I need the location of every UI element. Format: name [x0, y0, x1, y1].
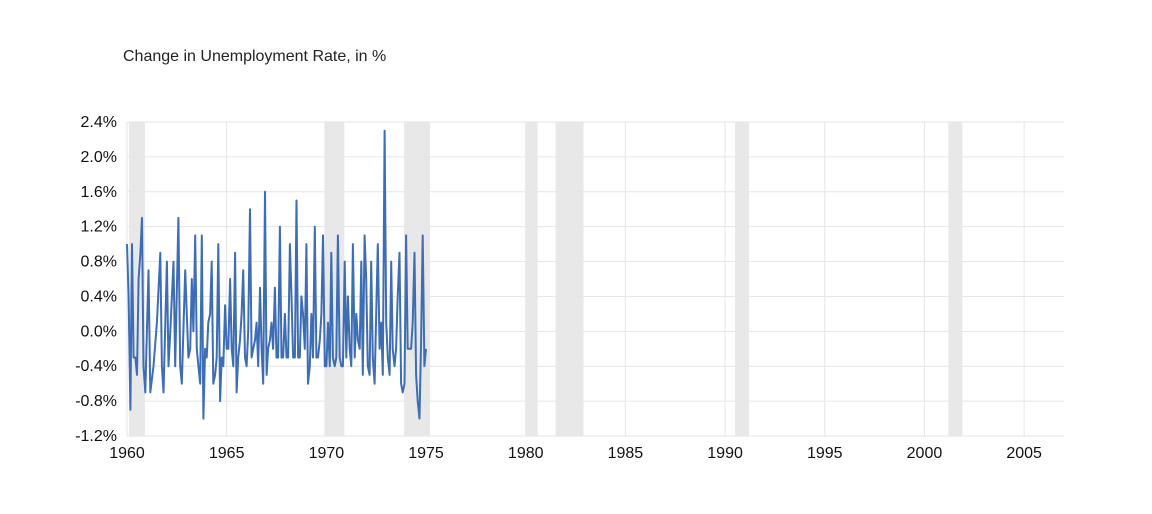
- x-tick-label: 1960: [109, 445, 145, 462]
- y-tick-label: -1.2%: [75, 428, 117, 445]
- y-tick-label: 0.8%: [81, 254, 117, 271]
- recession-band: [525, 122, 538, 436]
- y-axis: -1.2% -0.8% -0.4% 0.0% 0.4% 0.8% 1.2% 1.6% 2.0% 2…: [75, 114, 117, 445]
- x-tick-label: 2000: [907, 445, 943, 462]
- y-tick-label: 0.0%: [81, 323, 117, 340]
- recession-band: [324, 122, 345, 436]
- x-tick-label: 1990: [707, 445, 743, 462]
- y-tick-label: 2.0%: [81, 149, 117, 166]
- y-tick-label: 1.6%: [81, 184, 117, 201]
- y-tick-label: -0.8%: [75, 393, 117, 410]
- y-tick-label: 2.4%: [81, 114, 117, 131]
- series-line: [126, 129, 427, 420]
- y-tick-label: -0.4%: [75, 358, 117, 375]
- gridlines: [126, 121, 1064, 437]
- recession-band: [555, 122, 584, 436]
- chart-title: Change in Unemployment Rate, in %: [123, 48, 387, 65]
- y-tick-label: 0.4%: [81, 288, 117, 305]
- x-tick-label: 1985: [608, 445, 644, 462]
- recession-bands: [128, 122, 963, 436]
- x-axis: 1960 1965 1970 1975 1980 1985 1990 1995 2000 2005: [109, 445, 1042, 462]
- series-lines: [126, 129, 427, 420]
- recession-band: [735, 122, 750, 436]
- x-tick-label: 1980: [508, 445, 544, 462]
- recession-band: [948, 122, 963, 436]
- x-tick-label: 1970: [309, 445, 345, 462]
- x-tick-label: 1965: [209, 445, 245, 462]
- x-tick-label: 1975: [408, 445, 444, 462]
- y-tick-label: 1.2%: [81, 219, 117, 236]
- x-tick-label: 1995: [807, 445, 843, 462]
- x-tick-label: 2005: [1006, 445, 1042, 462]
